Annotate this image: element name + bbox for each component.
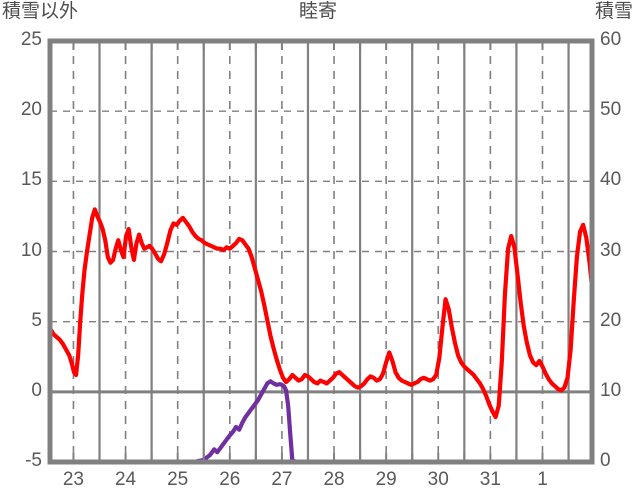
axis-frame: [47, 38, 595, 465]
x-tick-label: 29: [375, 469, 397, 490]
y-tick-label-left: 15: [20, 169, 42, 191]
x-tick-label: 27: [271, 469, 293, 490]
y-tick-label-right: 40: [600, 169, 622, 191]
y-tick-label-right: 0: [600, 450, 611, 471]
x-tick-label: 31: [479, 469, 501, 490]
x-tick-label: 26: [219, 469, 241, 490]
left-axis-title: 積雪以外: [2, 1, 79, 22]
x-tick-label: 30: [427, 469, 449, 490]
x-tick-label: 1: [537, 469, 548, 490]
axis-ticks: [72, 43, 570, 460]
x-tick-label: 24: [114, 469, 137, 490]
y-tick-label-right: 30: [600, 239, 622, 261]
y-tick-label-left: 10: [20, 239, 42, 261]
page-title: 睦寄: [298, 1, 337, 22]
y-tick-label-right: 20: [600, 309, 622, 331]
y-tick-label-left: 0: [31, 379, 42, 401]
y-tick-label-right: 60: [600, 29, 622, 50]
series-lines: [47, 207, 595, 465]
y-tick-label-left: 20: [20, 99, 42, 121]
y-tick-label-left: 5: [31, 309, 42, 331]
y-tick-label-left: 25: [20, 29, 42, 50]
x-tick-label: 28: [323, 469, 345, 490]
x-tick-label: 23: [62, 469, 84, 490]
right-axis-title: 積雪: [594, 1, 633, 22]
y-tick-label-left: -5: [25, 450, 42, 471]
y-tick-label-right: 10: [600, 379, 622, 401]
y-tick-label-right: 50: [600, 99, 622, 121]
gridlines: [50, 41, 592, 462]
x-tick-label: 25: [167, 469, 189, 490]
